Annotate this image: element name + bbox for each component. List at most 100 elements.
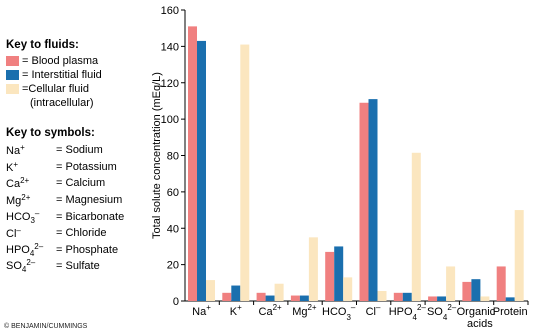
bar <box>462 281 472 301</box>
bar <box>206 280 215 301</box>
symbol-name: = Potassium <box>56 160 117 173</box>
category-base: Organic <box>457 306 496 318</box>
legend-label-blood-plasma: = Blood plasma <box>22 55 99 67</box>
symbol-name: = Bicarbonate <box>56 210 125 223</box>
category-label: Protein <box>493 306 528 318</box>
y-tick-label: 20 <box>167 260 179 272</box>
symbol-superscript: 2– <box>34 241 44 251</box>
symbol-base: Ca <box>6 178 21 191</box>
symbol-formula: Na+ <box>6 143 56 157</box>
bar <box>222 292 232 301</box>
bar <box>359 102 369 301</box>
symbol-formula: K+ <box>6 160 56 174</box>
category-label: HCO3– <box>322 303 356 322</box>
symbol-row: SO42– = Sulfate <box>6 258 124 275</box>
bar <box>197 40 206 301</box>
symbol-formula: HCO3– <box>6 209 56 225</box>
bar <box>274 283 284 301</box>
category-superscript: 2– <box>417 303 426 312</box>
category-base: SO <box>427 306 443 318</box>
symbol-row: K+ = Potassium <box>6 159 124 176</box>
symbol-base: Na <box>6 145 21 158</box>
legend-item-cellular-fluid: =Cellular fluid (intracellular) <box>6 82 102 110</box>
category-base: HCO <box>322 306 347 318</box>
category-superscript: 2+ <box>273 303 282 312</box>
symbol-row: HCO3– = Bicarbonate <box>6 208 124 225</box>
category-label: Mg2+ <box>292 303 317 318</box>
symbol-superscript: 2+ <box>20 176 30 186</box>
y-tick-label: 60 <box>167 187 179 199</box>
bar <box>496 266 506 301</box>
category-label: K+ <box>230 303 242 318</box>
legend-item-interstitial-fluid: = Interstitial fluid <box>6 68 102 82</box>
y-tick-label: 0 <box>173 296 179 308</box>
bar <box>308 237 318 301</box>
category-base: Ca <box>259 306 274 318</box>
bar <box>437 296 447 301</box>
category-superscript: – <box>376 303 381 312</box>
bar <box>299 295 309 301</box>
symbol-superscript: + <box>13 159 19 169</box>
symbol-name: = Calcium <box>56 177 106 190</box>
symbol-superscript: – <box>16 226 21 236</box>
bar <box>334 246 344 301</box>
category-base: HPO <box>389 306 413 318</box>
symbol-superscript: 2– <box>26 258 36 268</box>
legend-label-interstitial-fluid: = Interstitial fluid <box>22 69 102 81</box>
category-base: Na <box>192 306 207 318</box>
symbol-formula: Ca2+ <box>6 176 56 190</box>
legend-label-cellular-fluid-sub: (intracellular) <box>30 97 94 109</box>
category-subscript: 3 <box>346 313 351 322</box>
bar <box>343 277 353 301</box>
symbol-base: Mg <box>6 195 22 208</box>
symbol-key: Key to symbols: Na+ = Sodium K+ = Potassium… <box>6 127 124 275</box>
symbol-name: = Sulfate <box>56 260 100 273</box>
bar <box>240 44 250 302</box>
category-superscript: – <box>351 303 356 312</box>
category-base: K <box>230 306 238 318</box>
y-tick-label: 40 <box>167 223 179 235</box>
category-superscript: + <box>206 303 211 312</box>
symbol-formula: HPO42– <box>6 242 56 258</box>
bar <box>428 296 438 301</box>
category-superscript: + <box>237 303 242 312</box>
y-tick-label: 120 <box>161 78 179 90</box>
symbol-name: = Phosphate <box>56 243 119 256</box>
bar <box>290 295 300 301</box>
bar <box>188 26 197 302</box>
symbol-subscript: 4 <box>21 265 27 275</box>
y-tick-label: 160 <box>161 5 179 17</box>
symbol-base: Cl <box>6 228 17 241</box>
symbol-formula: SO42– <box>6 258 56 274</box>
symbol-row: Na+ = Sodium <box>6 142 124 159</box>
category-label: SO42– <box>427 303 457 322</box>
symbol-superscript: 2+ <box>21 193 31 203</box>
symbol-key-title: Key to symbols: <box>6 127 95 139</box>
symbol-name: = Sodium <box>56 144 103 157</box>
category-subscript: 4 <box>413 313 418 322</box>
bar <box>480 296 490 301</box>
symbol-key-list: Na+ = Sodium K+ = Potassium Ca2+ = Calcium Mg2… <box>6 142 124 275</box>
legend-item-blood-plasma: = Blood plasma <box>6 54 102 68</box>
category-subscript: 4 <box>443 313 448 322</box>
bar <box>471 279 481 301</box>
fluid-legend: Key to fluids: = Blood plasma = Intersti… <box>6 38 102 110</box>
bar <box>325 251 335 301</box>
category-label: HPO42– <box>389 303 427 322</box>
bar <box>514 210 524 301</box>
category-label-line2: acids <box>467 318 493 330</box>
y-axis-label: Total solute concentration (mEq/L) <box>151 72 163 239</box>
bar <box>368 99 378 302</box>
y-tick-label: 140 <box>161 41 179 53</box>
fluid-legend-title: Key to fluids: <box>6 39 79 51</box>
symbol-base: HPO <box>6 243 30 256</box>
category-base: Mg <box>292 306 307 318</box>
symbol-row: HPO42– = Phosphate <box>6 242 124 259</box>
legend-label-cellular-fluid-wrap: =Cellular fluid (intracellular) <box>22 82 94 110</box>
symbol-subscript: 3 <box>30 215 35 225</box>
copyright-credit: © BENJAMIN/CUMMINGS <box>4 323 88 330</box>
symbol-formula: Cl– <box>6 226 56 240</box>
bar <box>231 285 241 301</box>
y-tick-label: 100 <box>161 114 179 126</box>
